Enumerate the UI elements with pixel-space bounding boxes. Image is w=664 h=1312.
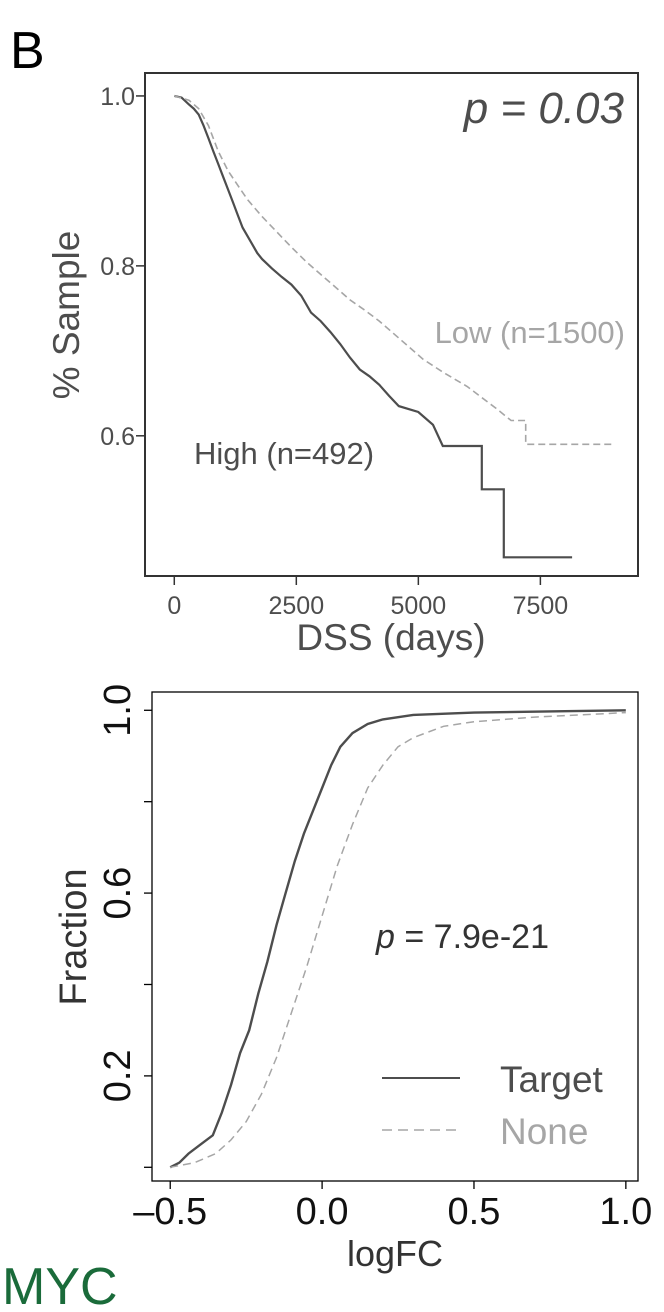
km-x-tick-label: 7500 (513, 592, 569, 620)
km-x-axis-label: DSS (days) (296, 617, 485, 658)
km-high-label: High (n=492) (194, 436, 374, 471)
cdf-y-axis-label: Fraction (53, 868, 95, 1005)
km-x-tick-label: 0 (167, 592, 181, 620)
km-low-label: Low (n=1500) (435, 315, 625, 350)
cdf-x-tick-label: 0.5 (448, 1191, 501, 1233)
km-chart: 0 2500 5000 7500 0.6 0.8 1.0 DSS (days) % Sample… (46, 72, 639, 658)
cdf-chart: –0.5 0.0 0.5 1.0 0.2 0.6 1.0 logFC Fraction p = 7… (53, 684, 652, 1274)
km-plot-frame (144, 72, 639, 577)
km-y-axis-label: % Sample (46, 231, 87, 400)
km-low-curve (174, 95, 614, 446)
cdf-x-tick-label: –0.5 (133, 1191, 207, 1233)
cdf-p-value-annotation: p = 7.9e-21 (375, 918, 549, 956)
cdf-p-value-rest: = 7.9e-21 (395, 918, 549, 956)
km-x-tick-label: 2500 (269, 592, 325, 620)
cdf-target-curve (169, 709, 626, 1169)
cdf-plot-frame (151, 691, 639, 1182)
km-y-tick-label: 1.0 (100, 83, 135, 111)
legend-none-label: None (500, 1111, 588, 1152)
cdf-x-axis-label: logFC (347, 1233, 443, 1274)
cdf-y-tick-label: 0.2 (97, 1049, 139, 1102)
gene-label: MYC (2, 1258, 118, 1312)
km-y-tick-label: 0.6 (100, 423, 135, 451)
cdf-p-value-italic: p (375, 918, 395, 956)
km-y-tick-label: 0.8 (100, 253, 135, 281)
cdf-x-tick-label: 1.0 (599, 1191, 652, 1233)
km-high-curve (174, 94, 573, 559)
cdf-x-tick-label: 0.0 (296, 1191, 349, 1233)
legend-target-label: Target (500, 1059, 604, 1100)
km-p-value-annotation: p = 0.03 (462, 84, 625, 133)
cdf-y-tick-label: 0.6 (97, 867, 139, 920)
cdf-y-tick-label: 1.0 (97, 684, 139, 737)
km-x-tick-label: 5000 (391, 592, 447, 620)
panel-label: B (10, 22, 45, 80)
cdf-none-curve (170, 711, 626, 1169)
